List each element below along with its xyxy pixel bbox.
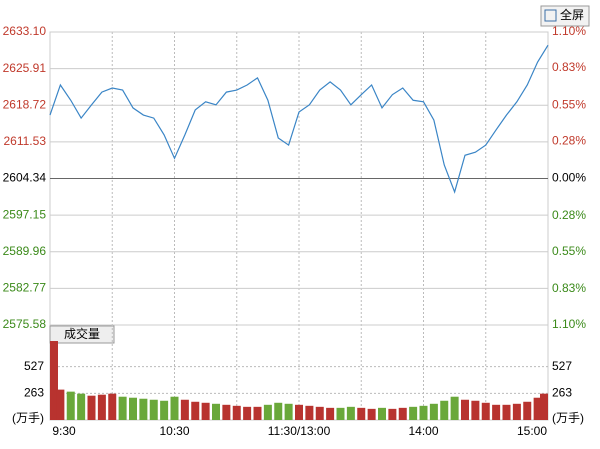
volume-bar bbox=[481, 402, 490, 420]
volume-bar bbox=[409, 406, 418, 420]
volume-unit-left: (万手) bbox=[12, 411, 44, 425]
x-tick-label: 14:00 bbox=[408, 424, 438, 438]
volume-tick-label: 263 bbox=[24, 386, 44, 400]
volume-bar bbox=[253, 406, 262, 420]
volume-bar bbox=[540, 393, 548, 420]
y2-tick-label: 0.28% bbox=[552, 208, 586, 222]
volume-bar bbox=[398, 407, 407, 420]
volume-bar bbox=[440, 400, 449, 420]
volume-bar bbox=[378, 407, 386, 420]
fullscreen-button[interactable]: 全屏 bbox=[540, 5, 590, 27]
volume-bar bbox=[108, 393, 117, 420]
y2-tick-label: 0.28% bbox=[552, 133, 586, 147]
button-icon[interactable] bbox=[544, 9, 557, 22]
volume-bar bbox=[212, 403, 220, 420]
volume-tick-label: 527 bbox=[24, 359, 44, 373]
y-tick-label: 2633.10 bbox=[3, 24, 47, 38]
volume-bar bbox=[118, 396, 127, 420]
volume-bar bbox=[492, 404, 501, 420]
button-label[interactable]: 全屏 bbox=[560, 7, 584, 22]
volume-bar bbox=[429, 403, 438, 420]
y2-tick-label: 1.10% bbox=[552, 24, 586, 38]
volume-tick-label-right: 263 bbox=[552, 386, 572, 400]
volume-bar bbox=[367, 408, 376, 420]
volume-bar bbox=[87, 395, 96, 420]
y-tick-label: 2589.96 bbox=[3, 244, 47, 258]
x-tick-label: 10:30 bbox=[159, 424, 189, 438]
volume-bar bbox=[170, 396, 179, 420]
volume-bar bbox=[346, 406, 355, 420]
volume-label-box bbox=[49, 325, 115, 344]
volume-tick-label-right: 527 bbox=[552, 359, 572, 373]
volume-bar bbox=[180, 399, 189, 420]
y-tick-label: 2582.77 bbox=[3, 281, 47, 295]
volume-bar bbox=[502, 404, 511, 420]
y-tick-label: 2625.91 bbox=[3, 61, 47, 75]
volume-bar bbox=[222, 404, 231, 420]
volume-bar bbox=[56, 389, 65, 420]
y2-tick-label: 0.00% bbox=[552, 171, 586, 185]
y-tick-label: 2618.72 bbox=[3, 97, 47, 111]
volume-unit-right: (万手) bbox=[552, 411, 584, 425]
volume-bar bbox=[295, 404, 303, 420]
volume-bar bbox=[232, 405, 241, 420]
volume-bar bbox=[357, 407, 366, 420]
volume-bar bbox=[388, 408, 397, 420]
volume-bar bbox=[50, 341, 58, 420]
volume-bar bbox=[305, 405, 314, 420]
volume-bar bbox=[139, 398, 148, 420]
volume-bar bbox=[523, 401, 532, 420]
volume-bar bbox=[263, 404, 272, 420]
volume-bar bbox=[336, 407, 345, 420]
y2-tick-label: 0.83% bbox=[552, 281, 586, 295]
volume-bar bbox=[160, 400, 169, 420]
x-tick-label: 9:30 bbox=[52, 424, 76, 438]
volume-bar bbox=[419, 405, 428, 420]
y-tick-label: 2604.34 bbox=[3, 171, 47, 185]
x-tick-label: 15:00 bbox=[517, 424, 547, 438]
volume-bar bbox=[284, 403, 293, 420]
volume-bar bbox=[533, 397, 542, 420]
y-tick-label: 2597.15 bbox=[3, 207, 47, 221]
volume-bar bbox=[243, 406, 252, 420]
price-line bbox=[49, 44, 549, 194]
volume-bar bbox=[461, 399, 469, 420]
volume-bar bbox=[97, 394, 106, 420]
volume-bar bbox=[77, 393, 86, 420]
y2-tick-label: 0.55% bbox=[552, 97, 586, 111]
x-tick-label: 11:30/13:00 bbox=[268, 424, 331, 438]
volume-bar bbox=[274, 402, 283, 420]
y2-tick-label: 1.10% bbox=[552, 317, 586, 331]
y2-tick-label: 0.55% bbox=[552, 244, 586, 258]
volume-bar bbox=[201, 402, 210, 420]
volume-bar bbox=[149, 399, 158, 420]
y-tick-label: 2611.53 bbox=[4, 134, 47, 148]
volume-bar bbox=[450, 396, 459, 420]
volume-bar bbox=[315, 406, 324, 420]
volume-bar bbox=[471, 400, 480, 420]
volume-bar bbox=[191, 401, 200, 420]
volume-bar bbox=[129, 397, 137, 420]
y2-tick-label: 0.83% bbox=[552, 60, 586, 74]
volume-bar bbox=[512, 403, 521, 420]
volume-bar bbox=[326, 407, 335, 420]
y-tick-label: 2575.58 bbox=[3, 317, 47, 331]
volume-label: 成交量 bbox=[64, 326, 100, 341]
volume-bar bbox=[66, 391, 75, 420]
